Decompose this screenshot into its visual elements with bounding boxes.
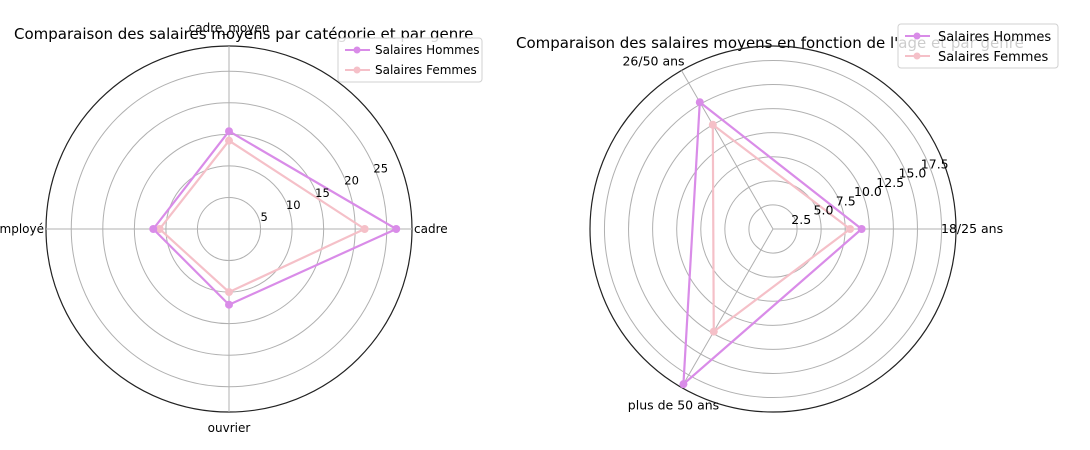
legend-box bbox=[337, 37, 483, 83]
radial-tick-label: 17.5 bbox=[921, 156, 949, 171]
legend: Salaires Hommes Salaires Femmes bbox=[337, 37, 483, 83]
series-group bbox=[679, 98, 866, 389]
data-point-femmes bbox=[155, 225, 164, 233]
category-labels: cadre cadre_moyen employé ouvrier bbox=[0, 21, 448, 435]
grid-spoke bbox=[681, 70, 774, 230]
legend-label-men: Salaires Hommes bbox=[938, 30, 1051, 45]
radial-tick-labels: 5 10 15 20 25 bbox=[260, 162, 388, 224]
legend-marker-women bbox=[913, 52, 921, 60]
data-point-hommes bbox=[857, 225, 866, 233]
category-label: cadre bbox=[414, 222, 448, 236]
radar-chart-age: Comparaison des salaires moyens en fonct… bbox=[516, 23, 1059, 413]
chart-title: Comparaison des salaires moyens en fonct… bbox=[516, 34, 1024, 52]
radial-tick-label: 2.5 bbox=[791, 212, 811, 227]
radial-tick-label: 20 bbox=[344, 174, 359, 188]
radial-tick-label: 5.0 bbox=[814, 203, 834, 218]
category-label: employé bbox=[0, 222, 44, 236]
data-point-hommes bbox=[225, 127, 233, 136]
series-line-hommes bbox=[682, 100, 864, 387]
data-point-hommes bbox=[392, 225, 401, 233]
legend-label-women: Salaires Femmes bbox=[375, 63, 477, 77]
radial-tick-label: 25 bbox=[373, 162, 388, 176]
data-point-femmes bbox=[846, 225, 855, 233]
data-point-femmes bbox=[360, 225, 369, 233]
legend-marker-women bbox=[353, 66, 361, 74]
data-point-hommes bbox=[695, 98, 704, 107]
radial-tick-label: 5 bbox=[260, 210, 267, 224]
category-label: 26/50 ans bbox=[622, 54, 684, 69]
data-point-hommes bbox=[225, 300, 233, 309]
polar-grid bbox=[603, 59, 956, 399]
legend: Salaires Hommes Salaires Femmes bbox=[897, 23, 1059, 69]
series-group bbox=[149, 127, 401, 309]
radial-tick-label: 10.0 bbox=[854, 184, 882, 199]
category-label: ouvrier bbox=[208, 421, 251, 435]
legend-marker-men bbox=[353, 46, 361, 54]
legend-label-men: Salaires Hommes bbox=[375, 43, 480, 57]
radar-chart-categorie: Comparaison des salaires moyens par caté… bbox=[0, 21, 483, 435]
category-label: plus de 50 ans bbox=[628, 397, 719, 412]
legend-box bbox=[897, 23, 1059, 69]
radial-tick-labels: 2.55.07.510.012.515.017.5 bbox=[791, 156, 948, 226]
radial-tick-label: 15 bbox=[315, 186, 330, 200]
category-labels: 18/25 ans 26/50 ans plus de 50 ans bbox=[622, 54, 1003, 413]
series-line-femmes bbox=[711, 122, 852, 334]
polar-grid bbox=[46, 46, 412, 412]
data-point-femmes bbox=[225, 136, 233, 145]
data-point-hommes bbox=[679, 380, 688, 389]
category-label: 18/25 ans bbox=[941, 221, 1003, 236]
data-point-femmes bbox=[225, 288, 233, 297]
data-point-femmes bbox=[708, 120, 717, 129]
radial-tick-label: 10 bbox=[286, 198, 301, 212]
category-label: cadre_moyen bbox=[189, 21, 270, 35]
radial-tick-label: 12.5 bbox=[876, 175, 904, 190]
data-point-femmes bbox=[709, 327, 718, 336]
data-point-hommes bbox=[149, 225, 158, 233]
grid-spoke bbox=[681, 228, 774, 388]
legend-marker-men bbox=[913, 32, 921, 40]
radial-tick-label: 15.0 bbox=[899, 166, 927, 181]
radial-tick-label: 7.5 bbox=[836, 193, 856, 208]
legend-label-women: Salaires Femmes bbox=[938, 50, 1048, 65]
